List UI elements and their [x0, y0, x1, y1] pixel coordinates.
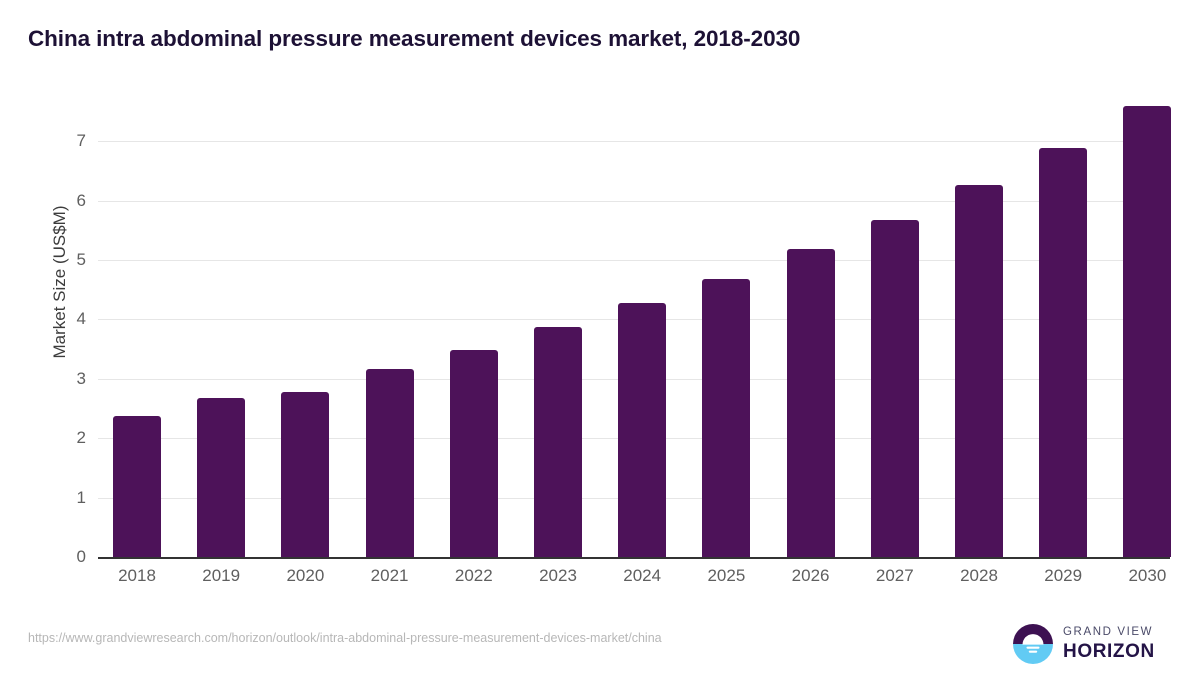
- y-tick-label: 5: [76, 250, 86, 269]
- y-tick-label: 2: [76, 428, 86, 448]
- x-tick-label: 2026: [791, 566, 830, 585]
- x-tick-label: 2019: [202, 566, 241, 585]
- x-tick-label: 2028: [960, 566, 998, 585]
- page-title: China intra abdominal pressure measureme…: [28, 26, 801, 51]
- gridline: [98, 141, 1170, 143]
- x-tick-label: 2020: [286, 566, 325, 585]
- x-tick-label: 2022: [454, 566, 493, 585]
- x-tick-label: 2030: [1128, 566, 1167, 585]
- bar[interactable]: [365, 368, 414, 557]
- y-axis-ticks: 0 1 2 3 4 5 6 7: [60, 0, 86, 675]
- y-tick-label: 6: [76, 190, 86, 210]
- logo-wordmark: GRAND VIEW HORIZON: [1063, 625, 1155, 663]
- x-tick-label: 2024: [623, 566, 662, 585]
- y-tick-label: 0: [76, 547, 86, 566]
- gridline: [98, 260, 1170, 261]
- bar[interactable]: [281, 391, 330, 557]
- bar[interactable]: [113, 415, 161, 557]
- x-tick-label: 2021: [370, 566, 409, 585]
- x-tick-label: 2023: [539, 566, 577, 585]
- x-axis-line: [98, 557, 1170, 559]
- bar[interactable]: [955, 184, 1003, 557]
- bar[interactable]: [870, 219, 919, 557]
- bar[interactable]: [786, 248, 835, 557]
- bar[interactable]: [534, 326, 582, 557]
- bar[interactable]: [702, 279, 751, 557]
- x-tick-label: 2027: [875, 566, 914, 585]
- bar[interactable]: [1039, 147, 1088, 557]
- x-tick-label: 2018: [118, 566, 156, 585]
- gridline: [98, 200, 1170, 202]
- horizon-logo-icon: [1013, 624, 1053, 664]
- y-tick-label: 7: [76, 131, 86, 151]
- logo-line-1: GRAND VIEW: [1063, 625, 1154, 638]
- y-tick-label: 3: [76, 368, 86, 388]
- brand-logo: GRAND VIEW HORIZON: [1012, 621, 1172, 667]
- bar[interactable]: [197, 397, 246, 557]
- source-url: https://www.grandviewresearch.com/horizo…: [28, 631, 662, 645]
- bar[interactable]: [1123, 105, 1172, 557]
- y-tick-label: 4: [76, 309, 86, 329]
- x-tick-label: 2029: [1044, 566, 1083, 585]
- x-tick-label: 2025: [707, 566, 746, 585]
- bar[interactable]: [618, 302, 667, 557]
- bar[interactable]: [449, 350, 498, 557]
- logo-line-2: HORIZON: [1063, 641, 1155, 663]
- y-tick-label: 1: [76, 487, 86, 507]
